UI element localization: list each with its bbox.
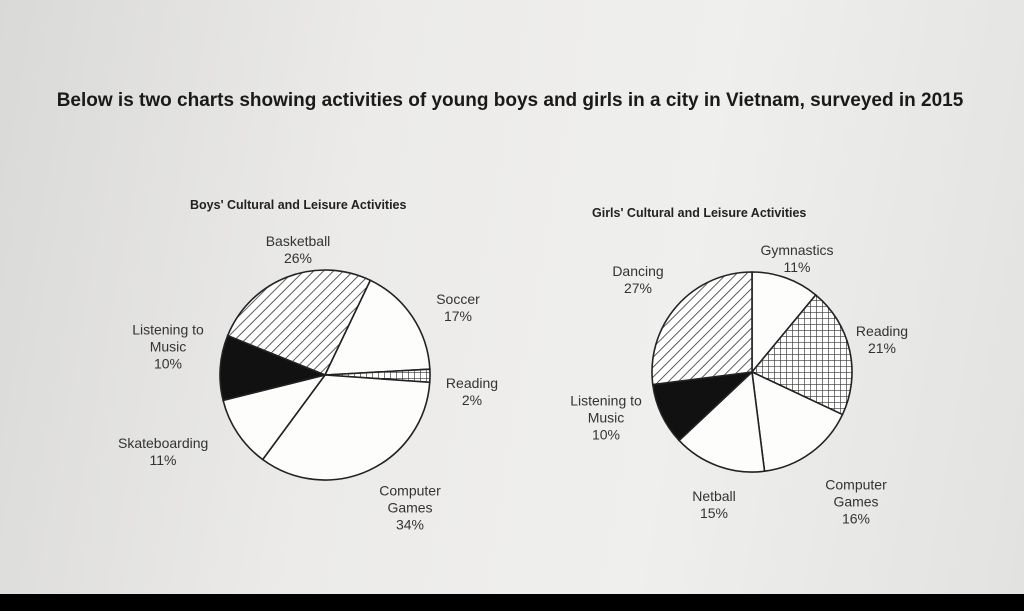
category-label: Reading [445, 375, 499, 391]
slice-label: Soccer 17% [436, 291, 480, 325]
pie-slice [226, 269, 372, 377]
category-label: Skateboarding [118, 435, 209, 451]
slice-label: Reading 2% [446, 375, 498, 409]
category-label: Listening to Music [570, 392, 642, 426]
value-label: 15% [699, 505, 729, 521]
slice-label: Listening to Music 10% [561, 393, 651, 444]
category-label: Computer Games [825, 476, 887, 510]
value-label: 34% [395, 516, 425, 533]
slice-label: Listening to Music 10% [123, 322, 213, 373]
value-label: 11% [783, 259, 811, 275]
pie-slice [751, 370, 844, 473]
value-label: 17% [443, 308, 473, 324]
category-label: Listening to Music [132, 321, 204, 355]
value-label: 11% [149, 452, 177, 468]
page-heading: Below is two charts showing activities o… [56, 90, 964, 111]
value-label: 10% [153, 355, 183, 372]
value-label: 2% [461, 392, 483, 408]
pie-slice [323, 279, 431, 376]
pie-slice [222, 373, 327, 461]
slice-label: Basketball 26% [266, 233, 331, 267]
category-label: Netball [692, 488, 736, 504]
value-label: 26% [283, 250, 313, 266]
category-label: Computer Games [379, 482, 441, 516]
pie-slice [261, 374, 431, 481]
pie-slice [750, 293, 853, 416]
category-label: Soccer [436, 291, 480, 307]
bottom-bar [0, 594, 1024, 611]
chart-title: Girls' Cultural and Leisure Activities [592, 206, 807, 220]
slice-label: Computer Games 16% [811, 477, 901, 528]
category-label: Reading [855, 323, 909, 339]
slice-label: Dancing 27% [612, 263, 663, 297]
pie-slice [677, 370, 766, 473]
category-label: Dancing [612, 263, 664, 279]
slice-label: Netball 15% [692, 488, 736, 522]
slice-label: Computer Games 34% [365, 483, 455, 534]
value-label: 27% [623, 280, 653, 296]
slice-label: Reading 21% [856, 323, 908, 357]
pie-slice [651, 271, 753, 386]
chart-title: Boys' Cultural and Leisure Activities [190, 198, 407, 212]
pie-slice [751, 271, 817, 375]
slice-label: Skateboarding 11% [118, 435, 208, 469]
value-label: 16% [841, 510, 871, 527]
category-label: Gymnastics [760, 242, 834, 258]
value-label: 21% [867, 340, 897, 356]
category-label: Basketball [265, 233, 331, 249]
pie-slice [219, 334, 328, 402]
slice-label: Gymnastics 11% [760, 242, 833, 276]
value-label: 10% [591, 426, 621, 443]
